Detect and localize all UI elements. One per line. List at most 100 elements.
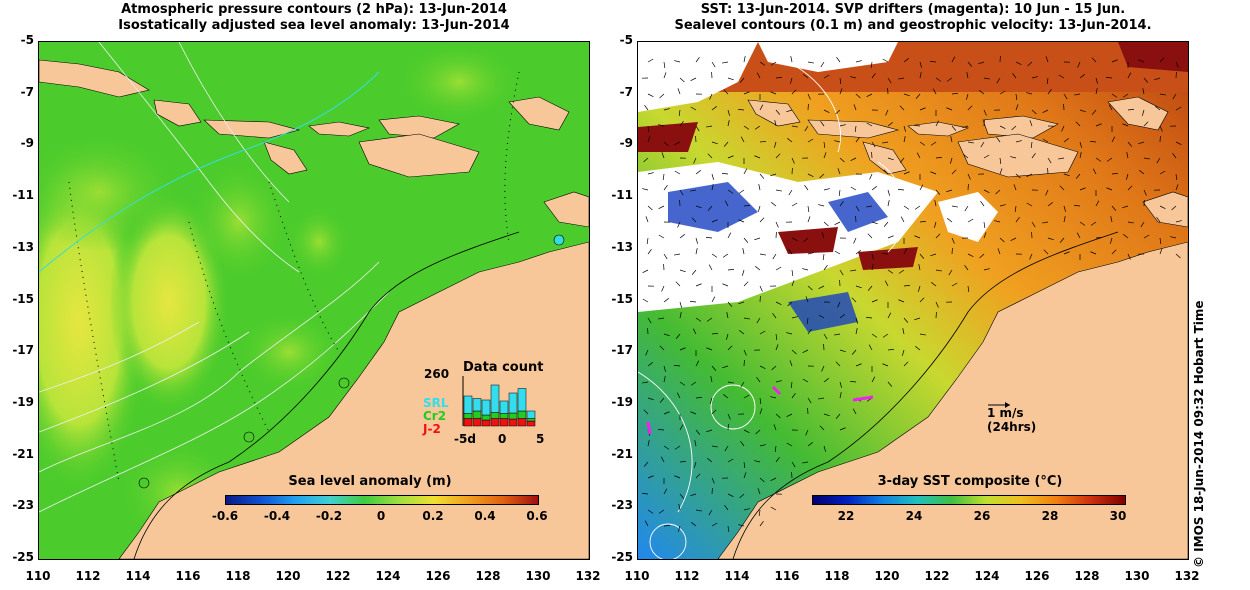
velocity-arrow (647, 475, 654, 479)
velocity-arrow (967, 105, 973, 111)
velocity-arrow (979, 90, 985, 95)
velocity-arrow (707, 153, 713, 159)
velocity-arrow (775, 413, 781, 419)
velocity-arrow (823, 221, 829, 227)
velocity-arrow (839, 427, 846, 431)
right-x-tick: 110 (624, 569, 650, 583)
velocity-arrow (929, 61, 937, 63)
velocity-arrow (866, 205, 873, 208)
velocity-arrow (722, 365, 729, 369)
left-y-tick: -25 (12, 550, 34, 564)
velocity-arrow (694, 440, 697, 447)
velocity-arrow (791, 316, 798, 319)
velocity-arrow (919, 141, 926, 146)
velocity-arrow (786, 442, 793, 447)
velocity-arrow (1156, 157, 1161, 164)
velocity-arrow (834, 333, 841, 336)
velocity-arrow (721, 173, 729, 175)
velocity-arrow (790, 56, 793, 63)
velocity-arrow (1095, 88, 1098, 95)
velocity-arrow (674, 475, 681, 479)
velocity-arrow (1031, 109, 1037, 115)
velocity-arrow (679, 234, 685, 239)
velocity-arrow (1143, 189, 1147, 196)
velocity-arrow (775, 344, 779, 351)
inset-bar-srl (499, 400, 509, 414)
velocity-arrow (871, 253, 874, 260)
velocity-arrow (946, 77, 953, 82)
velocity-arrow (850, 157, 857, 161)
velocity-arrow (727, 77, 734, 81)
velocity-arrow (738, 524, 745, 527)
velocity-arrow (1092, 168, 1097, 175)
velocity-arrow (871, 72, 876, 79)
left-y-tick: -23 (12, 498, 34, 513)
velocity-arrow (739, 493, 745, 499)
velocity-arrow (759, 365, 766, 369)
velocity-arrow (709, 93, 713, 100)
sea-level-anomaly-map (38, 41, 590, 560)
inset-bar-j2 (499, 418, 509, 427)
velocity-arrow (691, 522, 697, 527)
velocity-arrow (646, 237, 649, 244)
velocity-arrow (867, 233, 873, 239)
velocity-arrow (1159, 93, 1166, 96)
velocity-arrow (983, 109, 987, 116)
right-y-tick: -25 (611, 550, 633, 564)
inset-bar-j2 (517, 418, 527, 427)
velocity-arrow (823, 333, 828, 340)
velocity-arrow (743, 237, 749, 243)
velocity-arrow (935, 301, 939, 308)
velocity-arrow (823, 141, 826, 148)
velocity-arrow (1010, 156, 1017, 159)
left-y-tick: -17 (12, 343, 34, 358)
velocity-arrow (820, 61, 825, 68)
velocity-arrow (839, 381, 842, 388)
velocity-arrow (707, 205, 713, 211)
velocity-arrow (967, 285, 970, 292)
copyright-label: © IMOS 18-Jun-2014 09:32 Hobart Time (1192, 300, 1206, 568)
velocity-arrow (867, 285, 873, 291)
velocity-arrow (903, 285, 911, 287)
inset-bar-srl (472, 398, 482, 412)
velocity-arrow (1095, 157, 1102, 162)
velocity-arrow (679, 493, 685, 499)
velocity-arrow (1138, 59, 1145, 63)
velocity-arrow (787, 138, 793, 143)
velocity-arrow (743, 472, 747, 479)
velocity-arrow (1110, 216, 1113, 223)
right-y-tick: -7 (619, 84, 633, 99)
velocity-arrow (758, 509, 761, 516)
velocity-arrow (641, 493, 649, 495)
velocity-arrow (775, 189, 782, 192)
velocity-arrow (791, 125, 798, 128)
velocity-arrow (1045, 56, 1049, 63)
velocity-arrow (1175, 253, 1181, 259)
sla-colorbar-title: Sea level anomaly (m) (288, 474, 452, 489)
velocity-arrow (1110, 237, 1113, 244)
velocity-arrow (1011, 125, 1017, 131)
velocity-arrow (791, 280, 795, 287)
velocity-arrow (679, 461, 687, 463)
velocity-arrow (855, 93, 861, 99)
velocity-arrow (882, 58, 889, 63)
velocity-arrow (643, 157, 649, 163)
velocity-arrow (914, 205, 921, 210)
velocity-arrow (871, 333, 878, 338)
velocity-arrow (1042, 221, 1049, 224)
velocity-arrow (678, 525, 681, 532)
velocity-arrow (823, 445, 826, 452)
right-y-tick: -13 (611, 239, 633, 254)
velocity-arrow (839, 314, 845, 319)
velocity-arrow (775, 153, 781, 159)
velocity-arrow (835, 361, 841, 367)
velocity-arrow (739, 77, 745, 83)
velocity-arrow (791, 237, 798, 241)
left-x-tick: 124 (375, 569, 401, 583)
velocity-arrow (758, 205, 761, 212)
velocity-arrow (995, 189, 1001, 195)
velocity-arrow (756, 72, 761, 79)
velocity-arrow (1042, 138, 1049, 143)
velocity-arrow (803, 237, 809, 243)
velocity-arrow (1089, 141, 1097, 143)
